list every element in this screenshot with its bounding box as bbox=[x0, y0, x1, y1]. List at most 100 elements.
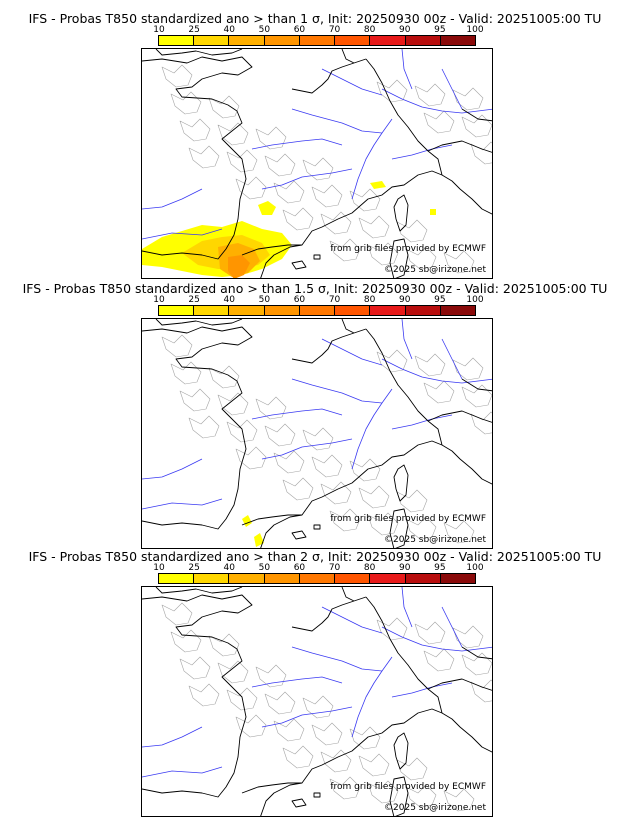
country-border bbox=[291, 596, 367, 632]
admin-boundary bbox=[320, 481, 352, 505]
river-line bbox=[142, 228, 223, 240]
country-border bbox=[365, 58, 443, 176]
admin-boundary bbox=[414, 83, 446, 107]
admin-boundary bbox=[358, 485, 390, 509]
legend-swatch bbox=[405, 574, 441, 583]
legend-swatch bbox=[194, 36, 230, 45]
admin-boundary bbox=[217, 392, 249, 416]
river-line bbox=[351, 388, 393, 470]
legend-tick-label: 10 bbox=[153, 563, 165, 573]
legend-tick-label: 100 bbox=[466, 295, 484, 305]
legend-tick-label: 10 bbox=[153, 25, 165, 35]
country-border bbox=[291, 328, 367, 364]
river-line bbox=[261, 438, 353, 460]
admin-boundary bbox=[179, 118, 211, 142]
legend-tick-label: 95 bbox=[434, 25, 446, 35]
admin-boundary bbox=[405, 516, 437, 540]
admin-boundary bbox=[358, 753, 390, 777]
admin-boundary bbox=[396, 757, 428, 781]
island-outline bbox=[389, 776, 409, 816]
admin-boundary bbox=[235, 714, 267, 738]
map: from grib files provided by ECMWF ©2025 … bbox=[141, 318, 493, 549]
river-line bbox=[142, 766, 223, 778]
admin-boundary bbox=[161, 602, 193, 626]
admin-boundary bbox=[161, 334, 193, 358]
legend-swatch bbox=[194, 306, 230, 315]
legend-swatch bbox=[335, 574, 371, 583]
legend-tick-label: 25 bbox=[188, 563, 200, 573]
legend-tick-label: 40 bbox=[223, 295, 235, 305]
legend-tick-label: 90 bbox=[399, 295, 411, 305]
island-outline bbox=[393, 732, 409, 770]
admin-boundary bbox=[302, 427, 334, 451]
copyright-text: ©2025 sb@irizone.net bbox=[384, 803, 486, 813]
panel-title: IFS - Probas T850 standardized ano > tha… bbox=[28, 11, 602, 26]
river-line bbox=[251, 408, 343, 420]
credit-text: from grib files provided by ECMWF bbox=[330, 514, 486, 524]
river-line bbox=[142, 188, 203, 210]
coastline bbox=[142, 594, 253, 798]
probability-area bbox=[258, 201, 276, 215]
river-line bbox=[291, 378, 383, 404]
country-border bbox=[461, 646, 492, 660]
map-canvas bbox=[142, 319, 492, 548]
admin-boundary bbox=[423, 380, 455, 404]
coastline bbox=[142, 326, 253, 530]
legend-tick-label: 25 bbox=[188, 295, 200, 305]
legend-tick-label: 60 bbox=[293, 25, 306, 35]
legend-swatch bbox=[440, 36, 475, 45]
legend-tick-label: 90 bbox=[399, 25, 411, 35]
country-border bbox=[461, 378, 492, 392]
admin-boundary bbox=[461, 384, 492, 408]
admin-boundary bbox=[329, 238, 361, 262]
river-line bbox=[251, 676, 343, 688]
admin-boundary bbox=[414, 621, 446, 645]
admin-boundary bbox=[414, 353, 446, 377]
admin-boundary bbox=[376, 617, 408, 641]
admin-boundary bbox=[376, 349, 408, 373]
color-scale bbox=[158, 35, 476, 46]
island-outline bbox=[291, 254, 321, 270]
admin-boundary bbox=[470, 141, 492, 165]
admin-boundary bbox=[423, 110, 455, 134]
admin-boundary bbox=[188, 683, 220, 707]
river-line bbox=[401, 319, 413, 360]
admin-boundary bbox=[235, 446, 267, 470]
island-outline bbox=[393, 464, 409, 502]
admin-boundary bbox=[405, 246, 437, 270]
admin-boundary bbox=[376, 79, 408, 103]
river-line bbox=[251, 138, 343, 150]
coastline bbox=[142, 56, 253, 260]
river-line bbox=[391, 144, 453, 160]
admin-boundary bbox=[320, 211, 352, 235]
country-border bbox=[241, 782, 302, 794]
admin-boundary bbox=[405, 784, 437, 808]
color-scale bbox=[158, 573, 476, 584]
admin-boundary bbox=[255, 396, 287, 420]
country-border bbox=[241, 514, 302, 526]
legend-tick-label: 70 bbox=[328, 295, 341, 305]
island-outline bbox=[389, 508, 409, 548]
admin-boundary bbox=[329, 776, 361, 800]
river-line bbox=[441, 338, 463, 380]
admin-boundary bbox=[311, 454, 343, 478]
country-border bbox=[341, 49, 355, 64]
river-line bbox=[321, 338, 383, 366]
admin-boundary bbox=[188, 145, 220, 169]
country-border bbox=[341, 319, 355, 334]
country-border bbox=[341, 587, 355, 602]
river-line bbox=[142, 498, 223, 510]
river-line bbox=[261, 168, 353, 190]
admin-boundary bbox=[170, 91, 202, 115]
legend-swatch bbox=[194, 574, 230, 583]
admin-boundary bbox=[367, 780, 399, 804]
map-canvas bbox=[142, 587, 492, 816]
admin-boundary bbox=[273, 718, 305, 742]
admin-boundary bbox=[302, 695, 334, 719]
admin-boundary bbox=[396, 489, 428, 513]
legend-swatch bbox=[264, 36, 300, 45]
river-line bbox=[401, 49, 413, 90]
river-line bbox=[401, 587, 413, 628]
legend-swatch bbox=[370, 306, 406, 315]
legend-swatch bbox=[299, 306, 336, 315]
